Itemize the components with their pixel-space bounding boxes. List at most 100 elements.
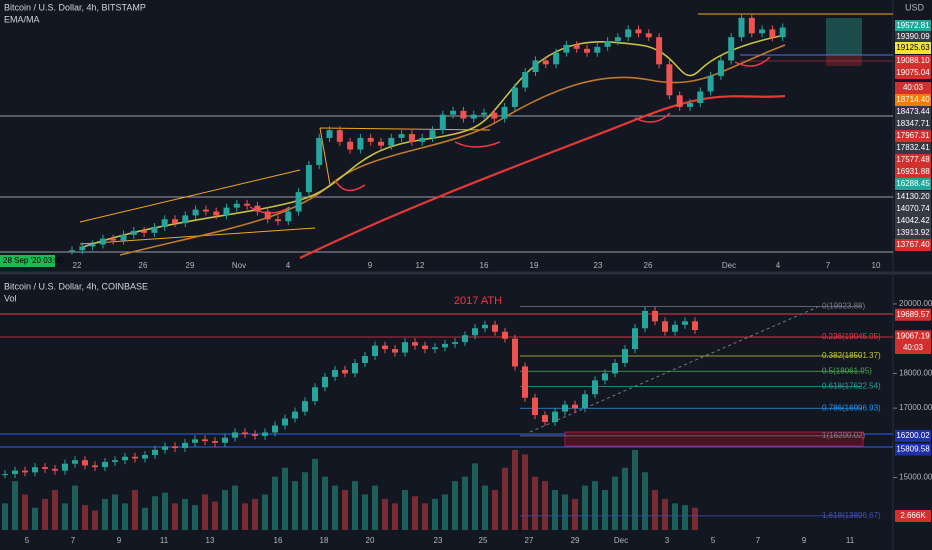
- volume-bar: [422, 503, 428, 530]
- x-tick-label: 11: [846, 536, 855, 545]
- candle: [142, 455, 148, 459]
- candle: [102, 461, 108, 468]
- candle: [316, 137, 323, 166]
- candle: [687, 103, 693, 107]
- volume-bar: [682, 505, 688, 530]
- candle: [182, 215, 189, 224]
- x-tick-label: 23: [434, 536, 443, 545]
- price-tag-label: 13767.40: [896, 240, 930, 249]
- candle: [748, 17, 755, 34]
- candle: [292, 411, 298, 419]
- price-tag: [895, 239, 931, 251]
- price-tag: [895, 191, 931, 203]
- volume-bar: [32, 507, 38, 530]
- candle: [12, 470, 18, 475]
- volume-bar: [542, 481, 548, 530]
- price-tag: [895, 20, 931, 32]
- candle: [602, 373, 608, 381]
- candle: [707, 75, 714, 92]
- volume-bar: [452, 481, 458, 530]
- candle: [302, 401, 308, 412]
- volume-bar: [502, 467, 508, 530]
- price-tag-label: 16931.88: [896, 167, 930, 176]
- price-tag-label: 17967.31: [896, 131, 930, 140]
- candle: [362, 356, 368, 363]
- x-tick-label: 7: [756, 536, 761, 545]
- price-tag: [895, 130, 931, 142]
- x-tick-label: 11: [160, 536, 169, 545]
- candle: [282, 418, 288, 426]
- price-tag-label: 16288.45: [896, 179, 930, 188]
- price-tag-label: 18714.40: [896, 95, 930, 104]
- candle: [502, 331, 508, 339]
- volume-bar: [82, 505, 88, 530]
- candle: [511, 87, 518, 107]
- x-tick-label: 19: [530, 261, 539, 270]
- candle: [573, 44, 580, 49]
- price-tag: [895, 166, 931, 178]
- volume-bar: [122, 503, 128, 530]
- candle: [697, 91, 704, 104]
- price-tag-label: 15809.58: [896, 445, 930, 454]
- y-tick-label: 20000.00: [899, 299, 932, 308]
- candle: [717, 60, 724, 76]
- candle: [604, 41, 611, 47]
- timer-tag: [895, 342, 931, 354]
- volume-bar: [12, 481, 18, 530]
- volume-bar: [262, 494, 268, 530]
- candle: [622, 349, 628, 363]
- candle: [452, 342, 458, 344]
- candle: [542, 60, 549, 65]
- x-tick-label: 25: [479, 536, 488, 545]
- price-tag-label: 13913.92: [896, 228, 930, 237]
- volume-bar: [692, 507, 698, 530]
- volume-bar: [552, 490, 558, 530]
- volume-bar: [572, 498, 578, 530]
- fib-label: 0.236(19045.05): [822, 332, 881, 341]
- trend-line: [319, 127, 331, 186]
- price-tag-label: 14130.20: [896, 192, 930, 201]
- candle: [172, 219, 178, 224]
- volume-bar: [232, 485, 238, 530]
- volume-bar: [672, 503, 678, 530]
- candle: [141, 230, 148, 233]
- candle: [592, 380, 598, 395]
- x-tick-label: 20: [366, 536, 375, 545]
- x-tick-label: 9: [117, 536, 122, 545]
- volume-bar: [302, 472, 308, 530]
- volume-bar: [212, 501, 218, 530]
- candle: [572, 404, 578, 409]
- candle: [392, 349, 398, 353]
- volume-bar: [162, 492, 168, 530]
- candle: [242, 432, 248, 435]
- candle: [402, 342, 408, 353]
- indicator-label: EMA/MA: [4, 14, 40, 24]
- price-tag-label: 14042.42: [896, 216, 930, 225]
- candle: [429, 130, 436, 138]
- price-tag: [895, 118, 931, 130]
- volume-bar: [172, 503, 178, 530]
- volume-bar: [112, 494, 118, 530]
- price-tag: [895, 178, 931, 190]
- volume-bar: [282, 467, 288, 530]
- candle: [492, 324, 498, 332]
- candle: [682, 321, 688, 325]
- x-tick-label: Dec: [722, 261, 736, 270]
- volume-bar: [432, 498, 438, 530]
- candle: [42, 467, 48, 469]
- candle: [223, 207, 230, 216]
- candle: [652, 310, 658, 322]
- volume-bar: [482, 485, 488, 530]
- trend-line: [319, 127, 491, 131]
- position-box: [826, 18, 862, 55]
- candle: [130, 230, 137, 235]
- candle: [89, 244, 96, 247]
- price-tag: [895, 429, 931, 442]
- candle: [285, 211, 292, 222]
- candle: [553, 52, 560, 65]
- volume-bar: [2, 503, 8, 530]
- price-tag-label: 16200.02: [896, 431, 930, 440]
- x-tick-label: 9: [802, 536, 807, 545]
- candle: [352, 362, 358, 374]
